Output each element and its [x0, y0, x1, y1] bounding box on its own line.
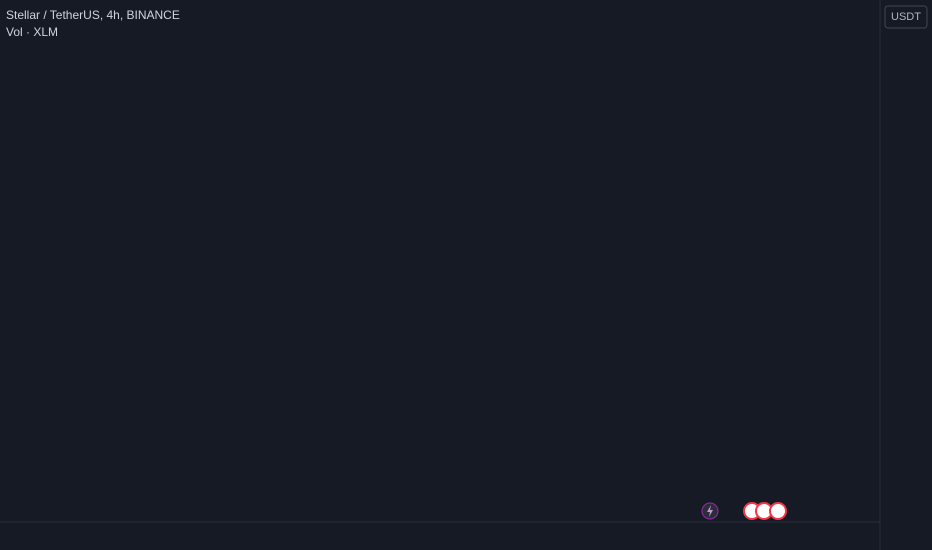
chart-title: Stellar / TetherUS, 4h, BINANCE [6, 8, 180, 22]
event-icons [701, 502, 787, 520]
icon[interactable] [769, 502, 787, 520]
icon [707, 505, 713, 517]
unit-button[interactable] [884, 5, 928, 29]
subtitle: Vol · XLM [6, 25, 58, 39]
unit-label: USDT [891, 11, 921, 23]
